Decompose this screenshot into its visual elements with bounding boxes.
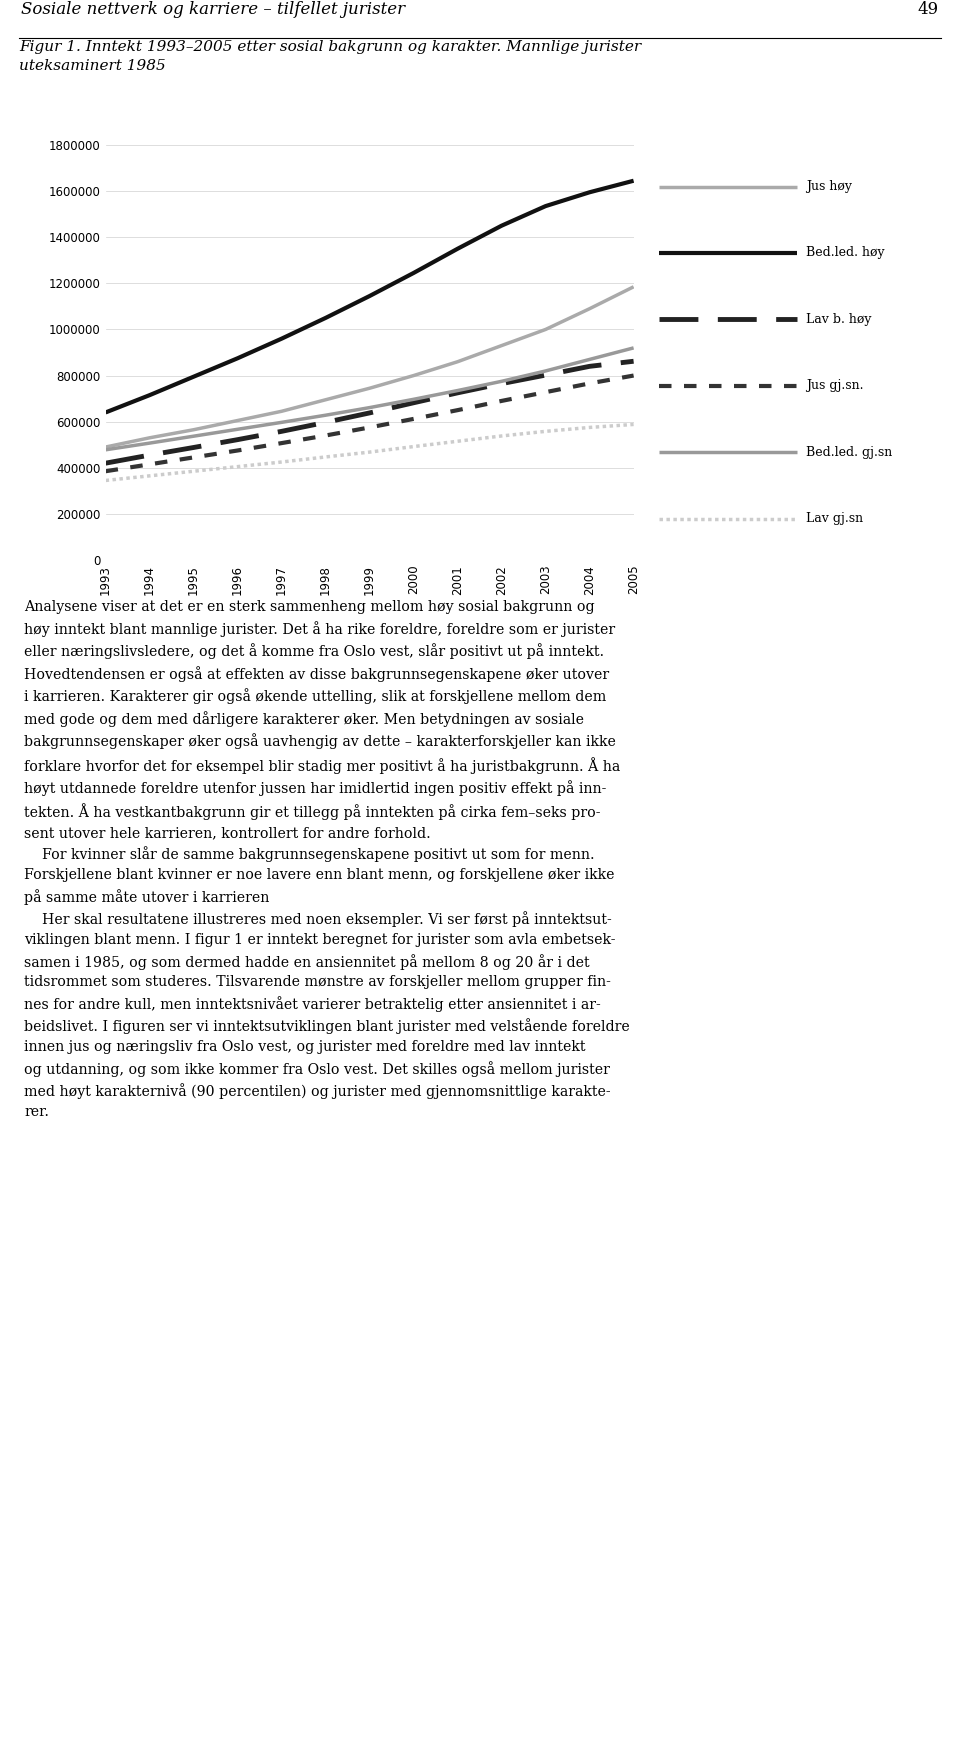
Text: Lav b. høy: Lav b. høy bbox=[806, 313, 872, 327]
Text: 49: 49 bbox=[918, 2, 939, 19]
Text: Lav gj.sn: Lav gj.sn bbox=[806, 512, 863, 526]
Text: Analysene viser at det er en sterk sammenheng mellom høy sosial bakgrunn og
høy : Analysene viser at det er en sterk samme… bbox=[24, 601, 630, 1119]
Text: Figur 1. Inntekt 1993–2005 etter sosial bakgrunn og karakter. Mannlige jurister
: Figur 1. Inntekt 1993–2005 etter sosial … bbox=[19, 40, 641, 73]
Text: Jus høy: Jus høy bbox=[806, 180, 852, 194]
Text: Jus gj.sn.: Jus gj.sn. bbox=[806, 379, 863, 393]
Text: Bed.led. gj.sn: Bed.led. gj.sn bbox=[806, 445, 892, 459]
Text: Bed.led. høy: Bed.led. høy bbox=[806, 246, 885, 260]
Text: Sosiale nettverk og karriere – tilfellet jurister: Sosiale nettverk og karriere – tilfellet… bbox=[21, 2, 405, 19]
